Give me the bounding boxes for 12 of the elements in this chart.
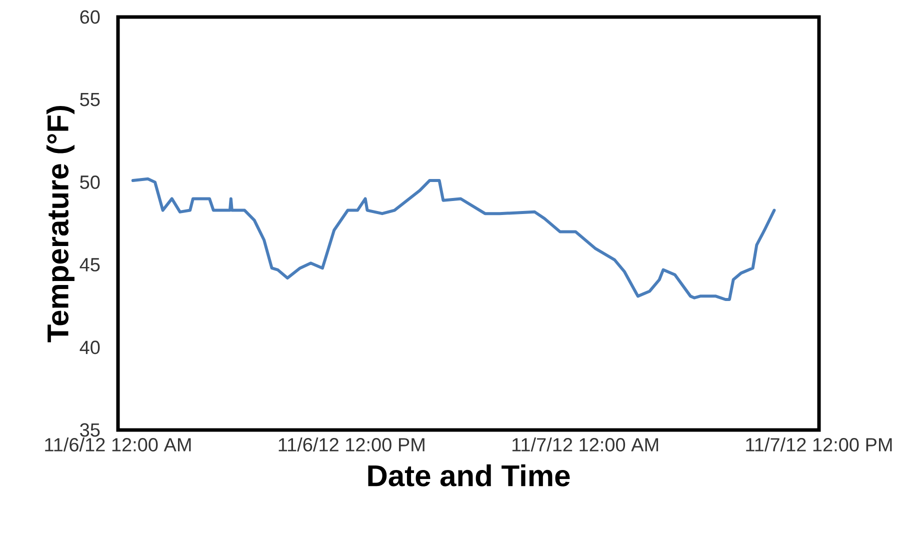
y-tick-label: 40: [80, 340, 100, 354]
x-axis-title: Date and Time: [368, 464, 570, 486]
y-tick-label: 45: [80, 258, 100, 272]
x-tick-label: 11/6/12 12:00 PM: [278, 438, 424, 452]
y-tick-label: 35: [80, 423, 100, 437]
x-tick-label: 11/7/12 12:00 AM: [512, 438, 658, 452]
x-tick-label: 11/6/12 12:00 AM: [45, 438, 191, 452]
y-tick-label: 55: [80, 92, 100, 106]
x-tick-label: 11/7/12 12:00 PM: [746, 438, 892, 452]
y-tick-label: 50: [80, 175, 100, 189]
y-axis-title: Temperature (°F): [46, 106, 74, 342]
y-tick-label: 60: [80, 10, 100, 24]
